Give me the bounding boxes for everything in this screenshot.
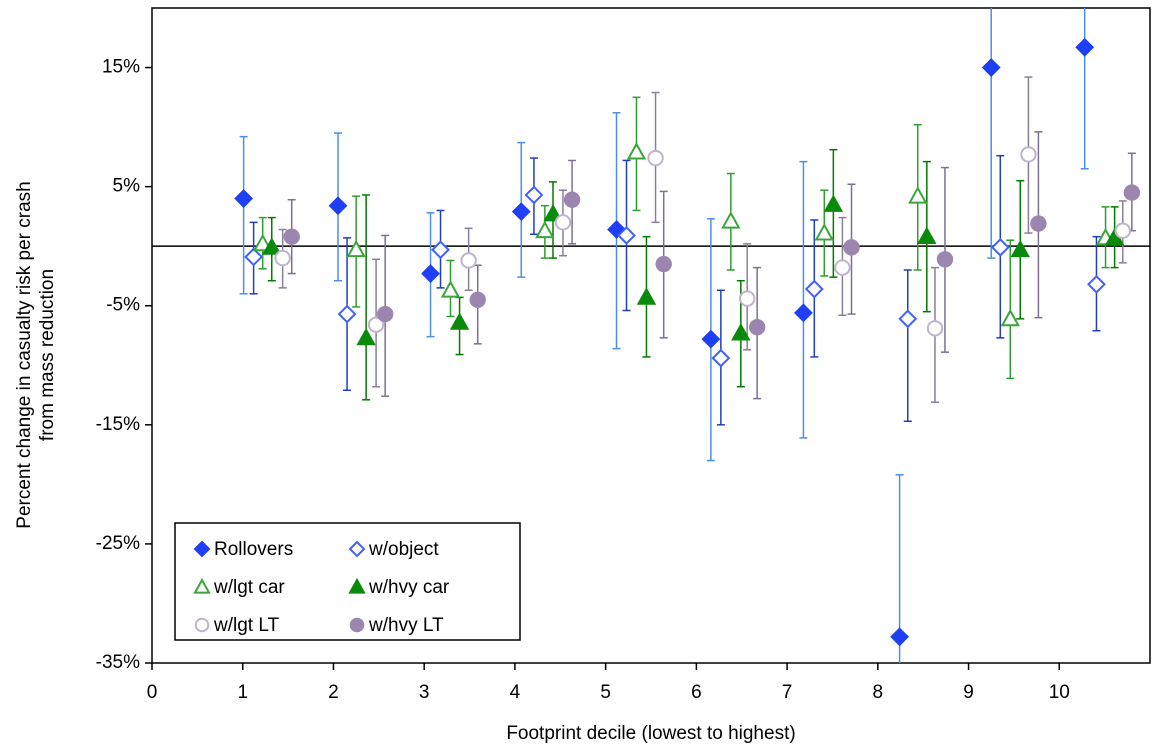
x-tick-label: 6 bbox=[691, 682, 702, 703]
legend-marker bbox=[193, 540, 211, 558]
x-tick-label: 3 bbox=[419, 682, 430, 703]
marker bbox=[936, 251, 954, 268]
y-tick-label: 15% bbox=[102, 57, 140, 78]
marker bbox=[804, 279, 824, 299]
marker bbox=[346, 239, 366, 258]
marker bbox=[981, 58, 1001, 77]
marker bbox=[655, 255, 672, 273]
y-axis-label: from mass reduction bbox=[37, 269, 58, 441]
legend-marker bbox=[348, 577, 366, 594]
marker bbox=[721, 211, 741, 229]
marker bbox=[535, 220, 555, 239]
legend-marker bbox=[349, 617, 365, 633]
x-tick-label: 9 bbox=[963, 682, 974, 703]
marker bbox=[328, 196, 348, 216]
x-tick-label: 2 bbox=[328, 682, 339, 703]
x-tick-label: 8 bbox=[873, 682, 884, 703]
marker bbox=[917, 226, 937, 245]
x-tick-label: 5 bbox=[600, 682, 611, 703]
marker bbox=[701, 329, 721, 349]
marker bbox=[617, 226, 636, 245]
legend-marker bbox=[193, 577, 211, 594]
legend-label: w/object bbox=[368, 539, 439, 560]
marker bbox=[376, 305, 394, 323]
marker bbox=[636, 287, 657, 305]
marker bbox=[262, 237, 282, 255]
marker bbox=[926, 320, 944, 337]
plot-frame bbox=[151, 7, 1151, 664]
marker bbox=[731, 323, 751, 341]
marker bbox=[1114, 222, 1131, 239]
marker bbox=[1087, 274, 1106, 294]
marker bbox=[524, 185, 544, 205]
marker bbox=[460, 252, 477, 269]
marker bbox=[274, 249, 291, 267]
marker bbox=[1030, 215, 1047, 232]
marker bbox=[1000, 308, 1020, 327]
marker bbox=[431, 240, 450, 260]
marker bbox=[234, 189, 254, 208]
marker bbox=[738, 290, 756, 307]
marker bbox=[990, 237, 1010, 257]
marker bbox=[814, 223, 834, 241]
marker bbox=[337, 304, 357, 324]
marker bbox=[1010, 239, 1030, 258]
marker bbox=[421, 264, 440, 283]
marker bbox=[283, 228, 300, 245]
y-tick-label: -35% bbox=[96, 652, 140, 673]
x-tick-label: 1 bbox=[237, 682, 248, 703]
x-tick-label: 4 bbox=[510, 682, 521, 703]
marker bbox=[563, 191, 581, 208]
marker bbox=[469, 291, 486, 308]
marker bbox=[908, 186, 928, 204]
legend-label: w/hvy car bbox=[368, 577, 450, 598]
marker bbox=[843, 239, 860, 256]
marker bbox=[511, 202, 531, 222]
marker bbox=[898, 309, 918, 329]
marker bbox=[554, 214, 572, 231]
legend-label: w/hvy LT bbox=[368, 615, 444, 636]
marker bbox=[834, 259, 851, 276]
marker bbox=[244, 247, 264, 267]
marker bbox=[794, 303, 813, 323]
marker bbox=[449, 312, 470, 330]
x-tick-label: 0 bbox=[147, 682, 158, 703]
legend-label: Rollovers bbox=[214, 539, 293, 560]
marker bbox=[711, 348, 731, 368]
y-tick-label: -15% bbox=[96, 414, 140, 435]
marker bbox=[367, 316, 385, 333]
y-axis-label: Percent change in casualty risk per cras… bbox=[14, 181, 35, 528]
legend-marker bbox=[348, 540, 366, 558]
x-tick-label: 7 bbox=[782, 682, 793, 703]
marker bbox=[647, 149, 664, 167]
marker bbox=[1123, 184, 1141, 201]
marker bbox=[626, 142, 647, 160]
marker bbox=[823, 194, 844, 212]
marker bbox=[607, 220, 626, 239]
y-tick-label: -5% bbox=[106, 295, 140, 316]
marker bbox=[748, 318, 766, 336]
legend-marker bbox=[194, 617, 210, 633]
y-tick-label: 5% bbox=[113, 176, 141, 197]
legend-label: w/lgt LT bbox=[213, 615, 280, 636]
marker bbox=[1075, 37, 1095, 57]
legend-box bbox=[174, 522, 521, 641]
plot-area bbox=[234, 8, 1141, 663]
x-axis-label: Footprint decile (lowest to highest) bbox=[506, 723, 795, 744]
marker bbox=[440, 280, 461, 298]
x-tick-label: 10 bbox=[1049, 682, 1070, 703]
legend-label: w/lgt car bbox=[213, 577, 285, 598]
marker bbox=[356, 327, 376, 346]
marker bbox=[890, 627, 910, 647]
marker bbox=[1020, 146, 1037, 163]
y-tick-label: -25% bbox=[96, 533, 140, 554]
